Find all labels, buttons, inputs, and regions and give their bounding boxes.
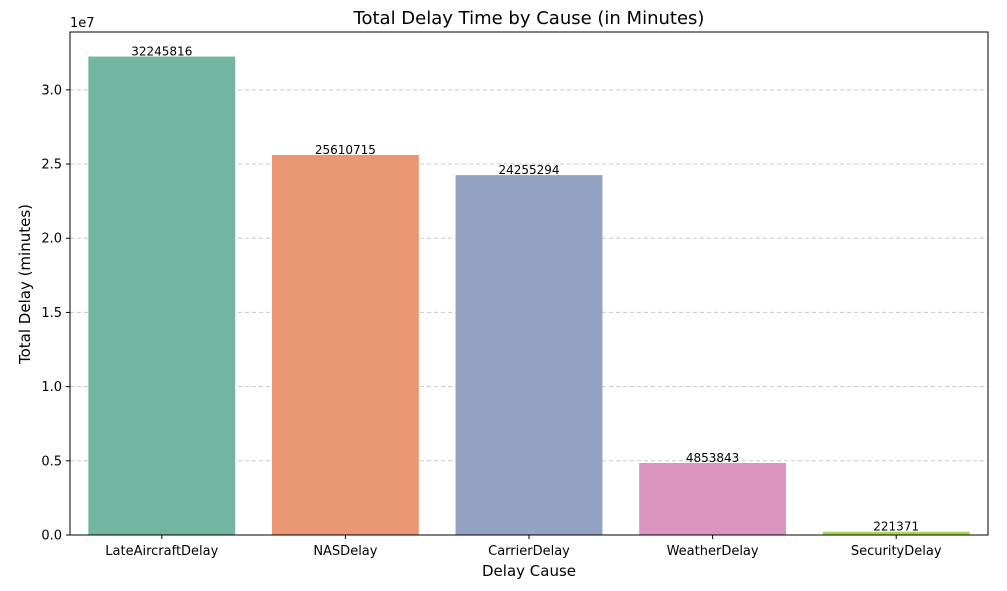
chart-title: Total Delay Time by Cause (in Minutes) [353, 8, 705, 29]
y-tick-label: 1.5 [41, 306, 62, 321]
x-tick-label: LateAircraftDelay [105, 544, 218, 559]
value-label: 24255294 [498, 163, 559, 177]
bar-CarrierDelay [455, 175, 603, 535]
x-tick-label: CarrierDelay [488, 544, 570, 559]
value-label: 221371 [873, 520, 919, 534]
value-labels: 32245816 25610715 24255294 4853843 221371 [131, 45, 919, 534]
y-axis-label: Total Delay (minutes) [16, 204, 34, 365]
y-axis-ticks: 0.0 0.5 1.0 1.5 2.0 2.5 3.0 [41, 83, 70, 544]
y-tick-label: 0.0 [41, 529, 62, 544]
value-label: 32245816 [131, 45, 192, 59]
x-tick-label: NASDelay [313, 544, 377, 559]
bar-SecurityDelay [822, 531, 970, 535]
y-tick-label: 1.0 [41, 380, 62, 395]
value-label: 4853843 [686, 451, 739, 465]
bar-WeatherDelay [639, 462, 787, 535]
x-axis-ticks: LateAircraftDelay NASDelay CarrierDelay Wea… [105, 535, 942, 559]
bar-NASDelay [271, 154, 419, 536]
y-tick-label: 3.0 [41, 83, 62, 98]
x-axis-label: Delay Cause [482, 562, 576, 580]
y-tick-label: 2.5 [41, 158, 62, 173]
bars [88, 56, 970, 536]
y-tick-label: 2.0 [41, 232, 62, 247]
x-tick-label: SecurityDelay [851, 544, 942, 559]
value-label: 25610715 [315, 143, 376, 157]
x-tick-label: WeatherDelay [667, 544, 759, 559]
y-tick-label: 0.5 [41, 454, 62, 469]
bar-LateAircraftDelay [88, 56, 236, 536]
y-axis-offset-label: 1e7 [70, 16, 95, 31]
